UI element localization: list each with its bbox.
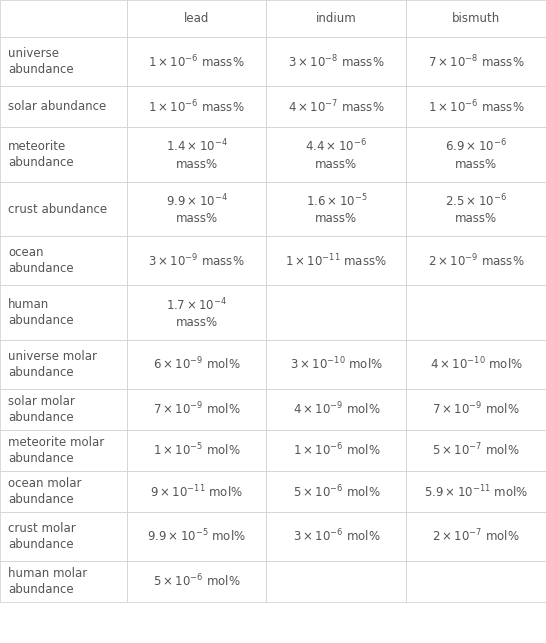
Bar: [127, 512, 266, 561]
Bar: [0, 430, 127, 471]
Bar: [406, 86, 546, 127]
Bar: [266, 512, 406, 561]
Text: $7\times10^{-9}$ mol%: $7\times10^{-9}$ mol%: [153, 401, 240, 418]
Text: $3\times10^{-9}$ mass%: $3\times10^{-9}$ mass%: [149, 253, 245, 269]
Text: solar abundance: solar abundance: [8, 100, 106, 113]
Bar: [0, 0, 127, 37]
Text: $9.9\times10^{-4}$
mass%: $9.9\times10^{-4}$ mass%: [165, 193, 228, 226]
Bar: [127, 237, 266, 285]
Text: $7\times10^{-9}$ mol%: $7\times10^{-9}$ mol%: [432, 401, 520, 418]
Text: $6\times10^{-9}$ mol%: $6\times10^{-9}$ mol%: [153, 356, 240, 373]
Bar: [266, 561, 406, 602]
Text: ocean
abundance: ocean abundance: [8, 246, 74, 275]
Bar: [406, 430, 546, 471]
Bar: [127, 389, 266, 430]
Bar: [0, 340, 127, 389]
Bar: [127, 182, 266, 237]
Text: bismuth: bismuth: [452, 12, 500, 25]
Bar: [0, 561, 127, 602]
Bar: [266, 182, 406, 237]
Text: $2.5\times10^{-6}$
mass%: $2.5\times10^{-6}$ mass%: [445, 193, 507, 226]
Bar: [0, 389, 127, 430]
Text: human
abundance: human abundance: [8, 298, 74, 327]
Text: $2\times10^{-7}$ mol%: $2\times10^{-7}$ mol%: [432, 528, 520, 545]
Bar: [406, 285, 546, 340]
Text: $1.4\times10^{-4}$
mass%: $1.4\times10^{-4}$ mass%: [165, 138, 228, 170]
Bar: [406, 512, 546, 561]
Text: $4\times10^{-9}$ mol%: $4\times10^{-9}$ mol%: [293, 401, 380, 418]
Text: $1.7\times10^{-4}$
mass%: $1.7\times10^{-4}$ mass%: [166, 296, 227, 329]
Text: $5\times10^{-7}$ mol%: $5\times10^{-7}$ mol%: [432, 442, 520, 459]
Bar: [266, 37, 406, 86]
Text: $5.9\times10^{-11}$ mol%: $5.9\times10^{-11}$ mol%: [424, 484, 528, 500]
Text: $4.4\times10^{-6}$
mass%: $4.4\times10^{-6}$ mass%: [305, 138, 367, 170]
Text: ocean molar
abundance: ocean molar abundance: [8, 477, 81, 506]
Text: meteorite
abundance: meteorite abundance: [8, 140, 74, 169]
Bar: [0, 127, 127, 182]
Bar: [127, 86, 266, 127]
Bar: [266, 86, 406, 127]
Bar: [0, 86, 127, 127]
Text: $2\times10^{-9}$ mass%: $2\times10^{-9}$ mass%: [428, 253, 524, 269]
Bar: [266, 285, 406, 340]
Text: $1\times10^{-6}$ mass%: $1\times10^{-6}$ mass%: [428, 98, 524, 115]
Text: crust abundance: crust abundance: [8, 203, 107, 215]
Text: $5\times10^{-6}$ mol%: $5\times10^{-6}$ mol%: [153, 573, 240, 590]
Text: $1\times10^{-6}$ mass%: $1\times10^{-6}$ mass%: [149, 98, 245, 115]
Text: $1\times10^{-11}$ mass%: $1\times10^{-11}$ mass%: [286, 253, 387, 269]
Text: solar molar
abundance: solar molar abundance: [8, 395, 75, 424]
Bar: [127, 471, 266, 512]
Text: $1\times10^{-5}$ mol%: $1\times10^{-5}$ mol%: [153, 442, 240, 459]
Bar: [266, 0, 406, 37]
Bar: [127, 37, 266, 86]
Text: $6.9\times10^{-6}$
mass%: $6.9\times10^{-6}$ mass%: [445, 138, 507, 170]
Text: $1.6\times10^{-5}$
mass%: $1.6\times10^{-5}$ mass%: [306, 193, 367, 226]
Text: crust molar
abundance: crust molar abundance: [8, 522, 76, 551]
Bar: [127, 127, 266, 182]
Text: $5\times10^{-6}$ mol%: $5\times10^{-6}$ mol%: [293, 484, 380, 500]
Bar: [0, 237, 127, 285]
Bar: [0, 285, 127, 340]
Bar: [406, 561, 546, 602]
Text: $7\times10^{-8}$ mass%: $7\times10^{-8}$ mass%: [428, 53, 524, 70]
Bar: [0, 471, 127, 512]
Bar: [266, 471, 406, 512]
Bar: [266, 389, 406, 430]
Bar: [406, 237, 546, 285]
Text: human molar
abundance: human molar abundance: [8, 567, 87, 596]
Bar: [127, 285, 266, 340]
Bar: [406, 471, 546, 512]
Bar: [266, 127, 406, 182]
Bar: [266, 430, 406, 471]
Bar: [266, 340, 406, 389]
Bar: [127, 340, 266, 389]
Bar: [406, 182, 546, 237]
Bar: [0, 512, 127, 561]
Bar: [266, 237, 406, 285]
Bar: [406, 37, 546, 86]
Text: lead: lead: [184, 12, 209, 25]
Bar: [127, 561, 266, 602]
Text: $3\times10^{-10}$ mol%: $3\times10^{-10}$ mol%: [290, 356, 383, 373]
Text: $9\times10^{-11}$ mol%: $9\times10^{-11}$ mol%: [150, 484, 243, 500]
Bar: [406, 127, 546, 182]
Text: $4\times10^{-10}$ mol%: $4\times10^{-10}$ mol%: [430, 356, 523, 373]
Text: $3\times10^{-6}$ mol%: $3\times10^{-6}$ mol%: [293, 528, 380, 545]
Text: $9.9\times10^{-5}$ mol%: $9.9\times10^{-5}$ mol%: [147, 528, 246, 545]
Bar: [406, 340, 546, 389]
Text: $1\times10^{-6}$ mass%: $1\times10^{-6}$ mass%: [149, 53, 245, 70]
Bar: [406, 389, 546, 430]
Bar: [127, 430, 266, 471]
Text: $3\times10^{-8}$ mass%: $3\times10^{-8}$ mass%: [288, 53, 384, 70]
Bar: [0, 182, 127, 237]
Bar: [127, 0, 266, 37]
Text: indium: indium: [316, 12, 357, 25]
Bar: [406, 0, 546, 37]
Text: universe
abundance: universe abundance: [8, 47, 74, 76]
Text: meteorite molar
abundance: meteorite molar abundance: [8, 436, 104, 465]
Text: universe molar
abundance: universe molar abundance: [8, 350, 97, 379]
Bar: [0, 37, 127, 86]
Text: $4\times10^{-7}$ mass%: $4\times10^{-7}$ mass%: [288, 98, 384, 115]
Text: $1\times10^{-6}$ mol%: $1\times10^{-6}$ mol%: [293, 442, 380, 459]
